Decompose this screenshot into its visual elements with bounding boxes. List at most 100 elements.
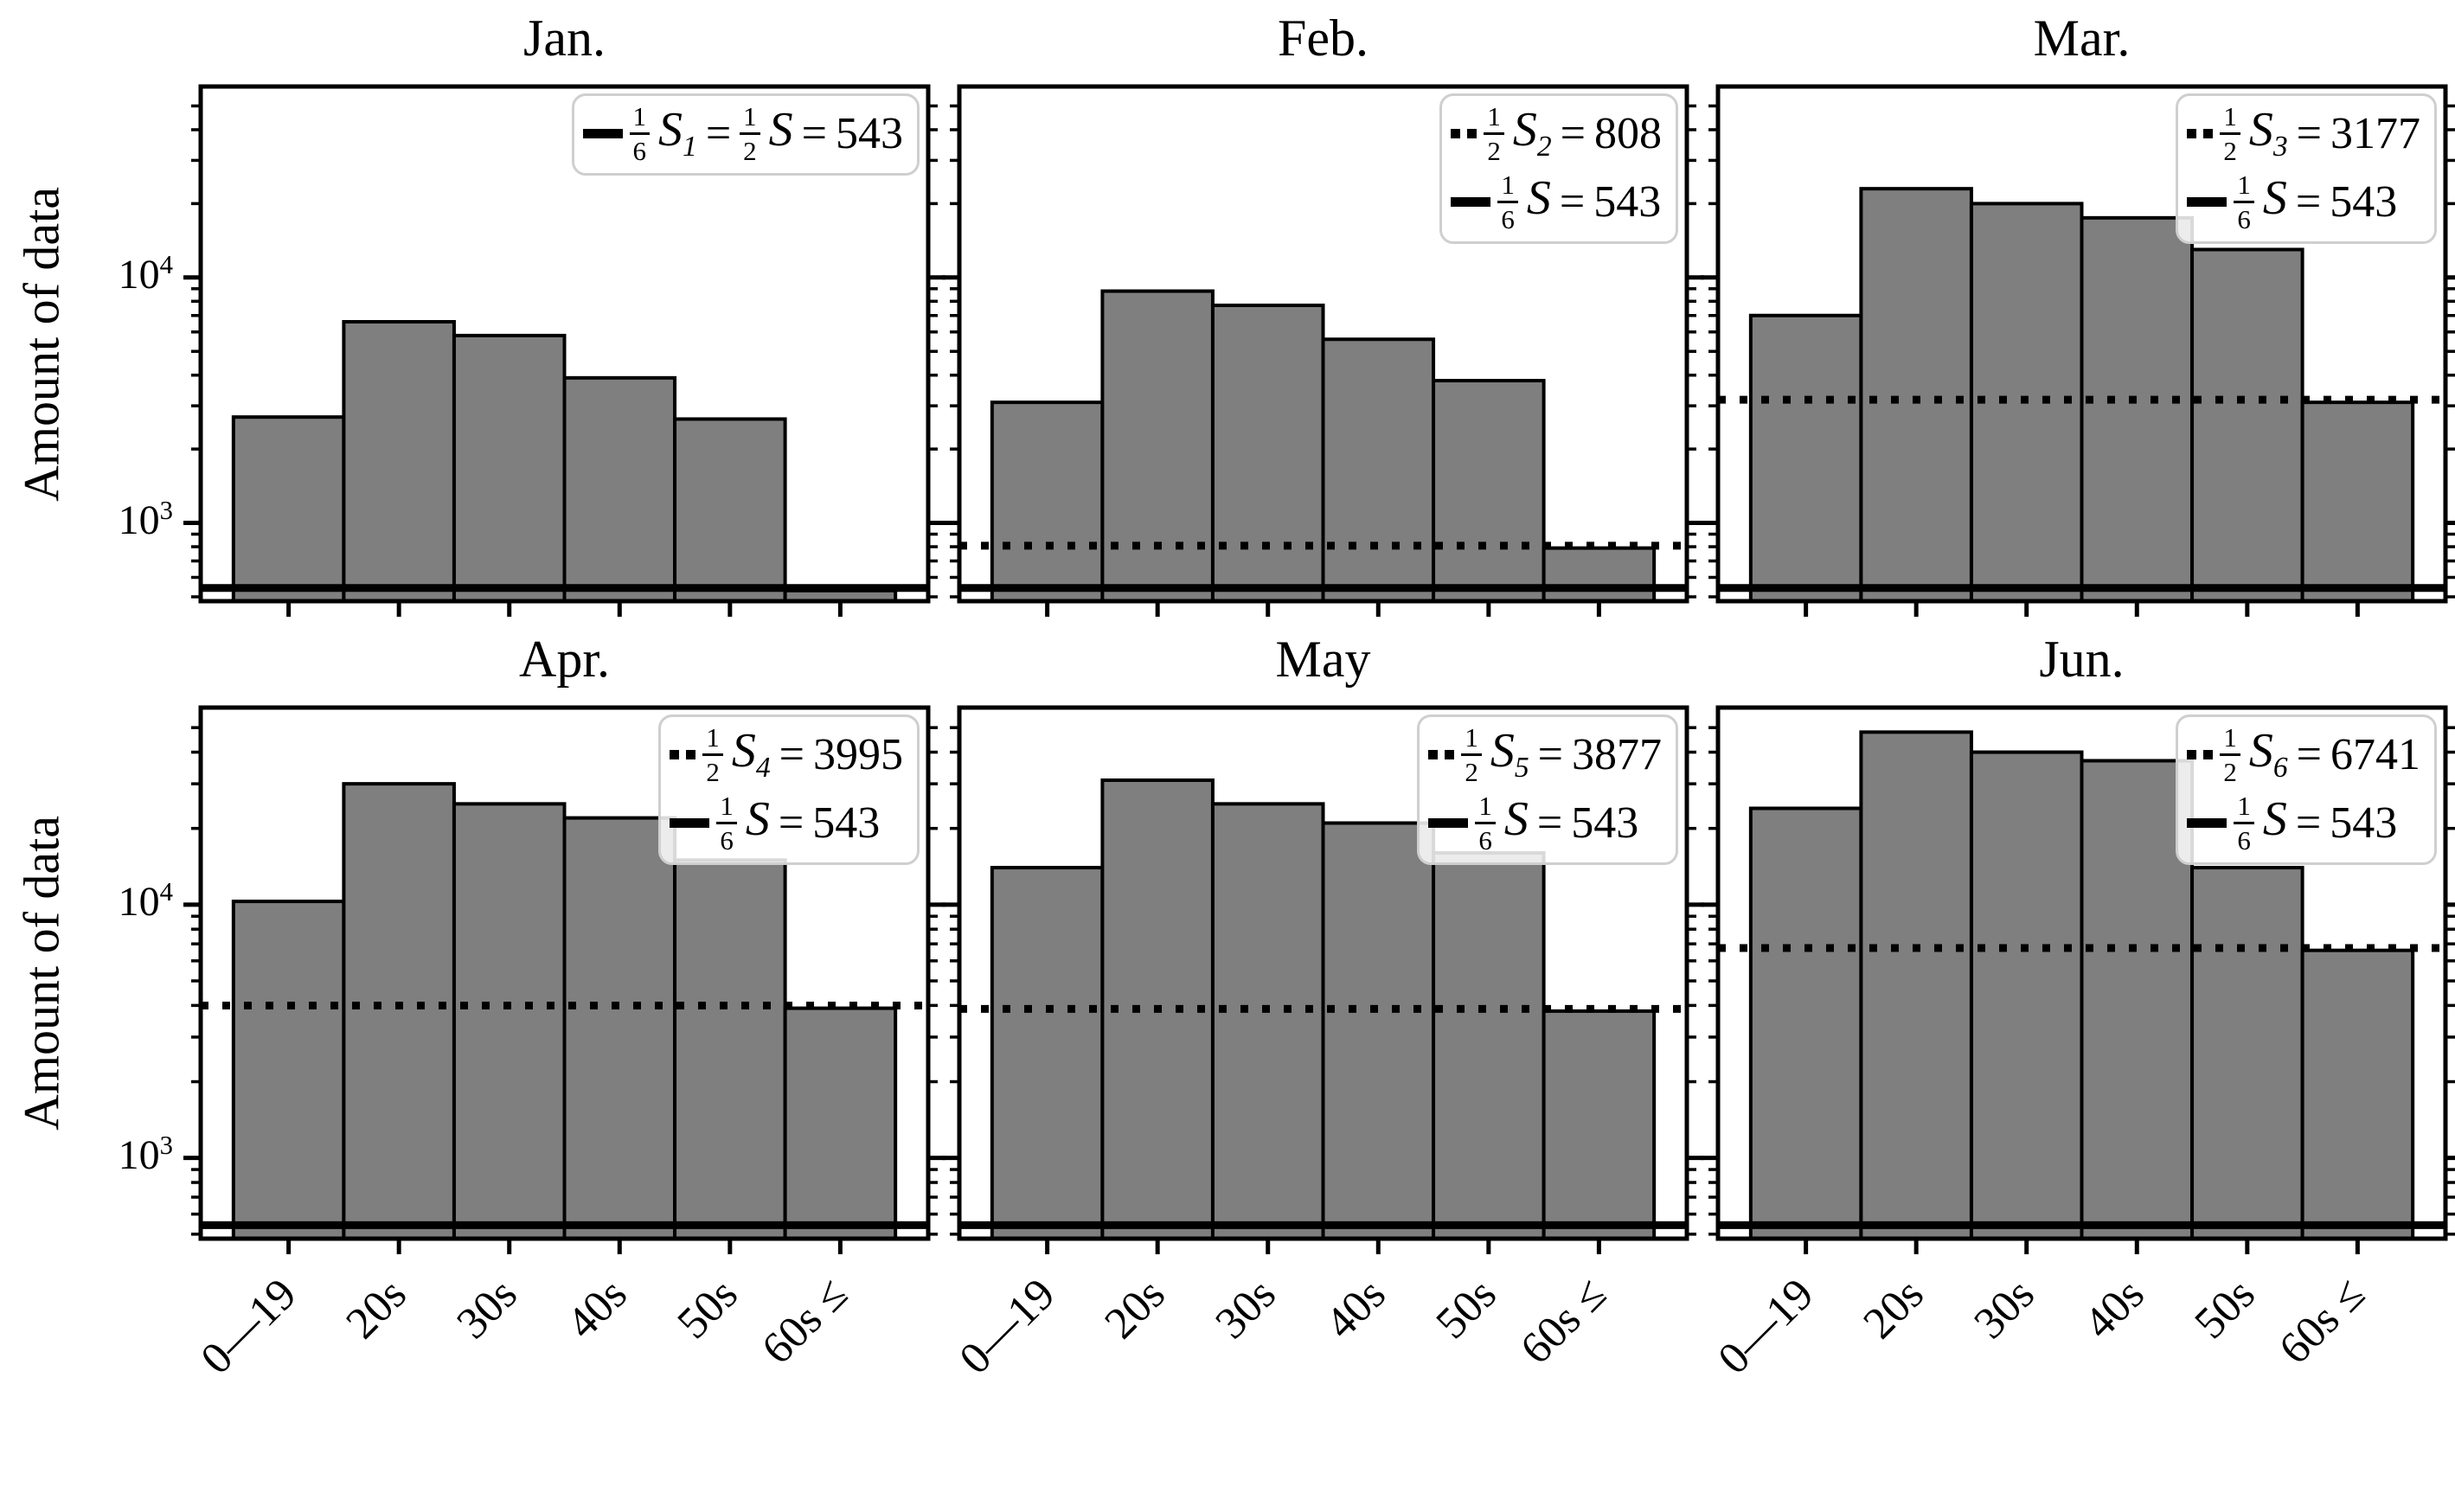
bar-50s [673,858,787,1240]
fraction-denominator: 6 [720,825,734,855]
legend-formula: 1 6 S1 = 1 2 S = 543 [629,103,903,166]
bar-60s ≤ [1542,1009,1657,1240]
fraction-denominator: 6 [2237,204,2251,234]
legend-entry: 1 6 S = 543 [2187,171,2420,233]
bar-50s [2190,866,2304,1241]
fraction-numerator: 1 [1497,171,1518,203]
dotted-line-marker-icon [1428,750,1455,759]
bar-0—19 [231,415,346,603]
dot [670,750,680,759]
bar-30s [452,802,567,1240]
bar-50s [673,417,787,604]
legend-entry: 1 2 S2 = 808 [1451,103,1662,164]
fraction-denominator: 2 [1465,757,1478,787]
panel-border [198,84,931,604]
variable: S6 [2249,727,2288,783]
fraction-denominator: 6 [632,136,647,166]
variable-subscript: 5 [1514,752,1529,785]
solid-line-marker-icon [2187,818,2227,828]
legend-entry: 1 2 S4 = 3995 [670,724,903,785]
panel-apr: 1 2 S4 = 3995 1 6 S = 543 [183,705,945,1254]
bar-40s [562,375,677,603]
bar-50s [1432,851,1546,1240]
legend-formula: 1 6 S = 543 [1475,792,1638,854]
bar-20s [1859,187,1973,604]
panel-feb: 1 2 S2 = 808 1 6 S = 543 [942,84,1704,617]
bar-20s [1859,730,1973,1240]
bar-0—19 [1748,806,1863,1240]
equals-sign: = [2296,729,2322,779]
panel-title: Jun. [2039,631,2125,688]
dot [2203,129,2214,138]
y-tick-label: 103 [0,497,173,541]
variable-symbol: S [2248,724,2273,778]
variable: S3 [2249,106,2288,162]
panel-jan: 1 6 S1 = 1 2 S = 543 [183,84,945,617]
fraction-numerator: 1 [2234,171,2254,203]
panel-plot [942,84,1704,617]
equals-sign: = [2295,176,2322,227]
legend: 1 6 S1 = 1 2 S = 543 [571,93,920,176]
bar-20s [1100,289,1215,603]
legend: 1 2 S6 = 6741 1 6 S = 543 [2176,714,2437,865]
variable: S2 [1513,106,1552,162]
panel-plot [942,705,1704,1254]
fraction-numerator: 1 [2220,724,2240,756]
bar-40s [1321,337,1436,603]
bar-20s [342,782,456,1240]
bar-30s [1210,802,1325,1240]
figure: Amount of data Amount of data Jan. 1 6 S1 = 1 2 S… [0,10,2455,1384]
panel-border [957,84,1689,604]
fraction-numerator: 1 [1475,792,1496,824]
legend-value: 543 [836,108,903,158]
solid-line-marker-icon [2187,197,2227,207]
bar-0—19 [990,400,1105,603]
y-tick-exponent: 3 [159,495,173,525]
dotted-line-marker-icon [2187,129,2214,138]
dot [1467,129,1477,138]
y-tick-exponent: 4 [159,249,173,279]
bar-0—19 [990,866,1105,1241]
panel-plot [1701,705,2455,1254]
bar-50s [1432,379,1546,603]
bar-50s [2190,247,2304,604]
fraction-numerator: 1 [2234,792,2254,824]
variable: S [1527,174,1551,230]
legend-formula: 1 6 S = 543 [2234,171,2397,233]
bar-30s [452,333,567,603]
legend-value: 808 [1594,108,1662,158]
legend-formula: 1 6 S = 543 [1497,171,1661,233]
equals-sign: = [1560,108,1586,158]
legend-entry: 1 6 S = 543 [1451,171,1662,233]
bar-40s [1321,821,1436,1240]
dot [686,750,696,759]
panel-border [198,705,931,1241]
fraction-denominator: 6 [1501,204,1515,234]
legend: 1 2 S4 = 3995 1 6 S = 543 [658,714,920,865]
legend-formula: 1 6 S = 543 [2234,792,2397,854]
variable-symbol: S [2262,792,2287,847]
legend-entry: 1 6 S1 = 1 2 S = 543 [582,103,903,166]
legend-entry: 1 2 S6 = 6741 [2187,724,2420,785]
variable-subscript: 2 [1536,131,1552,163]
y-tick-base: 10 [118,1131,160,1178]
y-tick-exponent: 3 [159,1130,173,1160]
panel-plot [183,84,945,617]
panel-border [1715,84,2448,604]
equals-sign: = [1537,729,1563,779]
y-tick-base: 10 [118,497,160,543]
bar-0—19 [231,900,346,1240]
bar-40s [2080,215,2195,603]
legend-value: 3995 [813,729,903,779]
dot [2203,750,2214,759]
y-tick-exponent: 4 [159,876,173,907]
legend-formula: 1 2 S2 = 808 [1484,103,1662,164]
bar-0—19 [1748,313,1863,603]
